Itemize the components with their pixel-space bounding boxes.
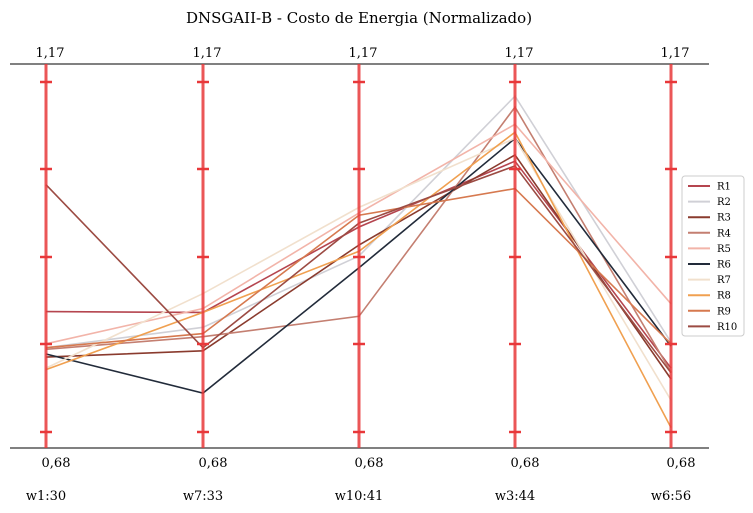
axis-top-label: 1,17 (349, 46, 378, 61)
axis-bottom-label: 0,68 (667, 456, 696, 471)
axis-top-label: 1,17 (36, 46, 65, 61)
axis-bottom-label: 0,68 (199, 456, 228, 471)
axis-name-label: w6:56 (651, 489, 691, 504)
legend-label-r6: R6 (717, 260, 731, 271)
legend-label-r8: R8 (717, 291, 731, 302)
axis-bottom-label: 0,68 (355, 456, 384, 471)
legend-label-r2: R2 (717, 197, 731, 208)
axis-bottom-label: 0,68 (511, 456, 540, 471)
legend-box (681, 175, 745, 337)
axis-bottom-label: 0,68 (42, 456, 71, 471)
axis-name-label: w10:41 (335, 489, 384, 504)
axis-top-label: 1,17 (505, 46, 534, 61)
axis-name-label: w1:30 (26, 489, 66, 504)
legend-items: R1 R2 R3 R4 R5 R6 R7 R8 R9 R10 (688, 182, 737, 333)
legend-label-r1: R1 (717, 182, 731, 193)
legend: R1 R2 R3 R4 R5 R6 R7 R8 R9 R10 (681, 175, 745, 337)
legend-label-r5: R5 (717, 244, 731, 255)
axis-name-label: w7:33 (183, 489, 223, 504)
legend-label-r7: R7 (717, 275, 731, 286)
legend-label-r10: R10 (717, 322, 737, 333)
axis-name-label: w3:44 (495, 489, 535, 504)
legend-label-r9: R9 (717, 306, 731, 317)
chart-title: DNSGAII-B - Costo de Energia (Normalizad… (186, 9, 532, 27)
legend-label-r3: R3 (717, 213, 731, 224)
legend-label-r4: R4 (717, 228, 731, 239)
axis-top-label: 1,17 (193, 46, 222, 61)
label-layer: 1,17 0,68 w1:30 1,17 0,68 w7:33 1,17 0,68 w10:41… (26, 46, 696, 504)
axis-layer (40, 64, 677, 448)
axis-top-label: 1,17 (661, 46, 690, 61)
